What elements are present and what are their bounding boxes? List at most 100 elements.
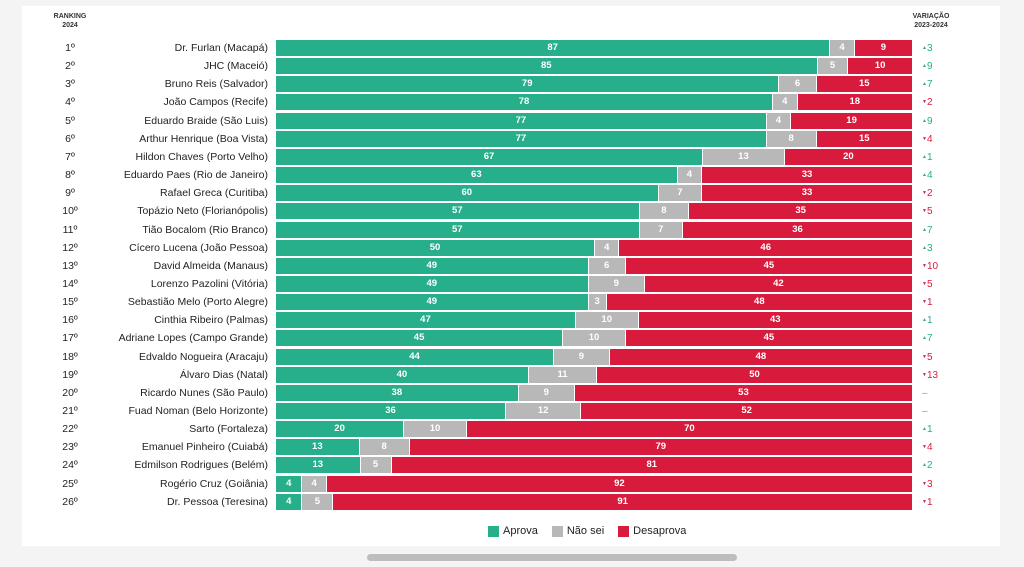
chart-row: 19º Álvaro Dias (Natal) 40 11 50 ▼13	[0, 366, 1024, 384]
rank-label: 17º	[62, 332, 78, 345]
bar-segment-nao-sei: 5	[359, 457, 392, 474]
bar-segment-nao-sei: 10	[574, 312, 639, 329]
arrow-up-icon: ▲	[922, 244, 927, 251]
arrow-down-icon: ▼	[922, 99, 927, 106]
legend-label-desaprova: Desaprova	[633, 525, 687, 537]
stacked-bar: 87 4 9	[276, 40, 912, 56]
bar-segment-nao-sei: 6	[778, 76, 817, 93]
rank-label: 20º	[62, 386, 78, 399]
category-label: Edvaldo Nogueira (Aracaju)	[139, 350, 268, 363]
variation-number: –	[922, 387, 928, 399]
variation-number: 10	[926, 260, 939, 272]
arrow-up-icon: ▲	[922, 63, 927, 70]
stacked-bar: 57 7 36	[276, 221, 912, 238]
variation-value: ▲9	[922, 58, 956, 75]
bar-segment-aprova: 78	[276, 94, 773, 111]
variation-value: ▲7	[922, 222, 956, 239]
arrow-down-icon: ▼	[922, 208, 927, 215]
category-label: Álvaro Dias (Natal)	[179, 368, 268, 381]
variation-number: 3	[926, 43, 933, 55]
category-label: Eduardo Paes (Rio de Janeiro)	[123, 169, 268, 182]
stacked-bar: 67 13 20	[276, 148, 912, 165]
chart-row: 6º Arthur Henrique (Boa Vista) 77 8 15 ▼4	[0, 130, 1024, 148]
bar-segment-nao-sei: 4	[594, 239, 620, 256]
stacked-bar: 63 4 33	[276, 167, 912, 184]
category-label: Rogério Cruz (Goiânia)	[160, 477, 268, 490]
variation-number: 1	[926, 496, 933, 508]
bar-segment-aprova: 44	[276, 348, 554, 365]
category-label: Rafael Greca (Curitiba)	[160, 187, 268, 200]
horizontal-scrollbar[interactable]	[367, 554, 737, 561]
stacked-bar: 4 5 91	[276, 493, 912, 510]
variation-value: ▲3	[922, 240, 956, 257]
rank-label: 12º	[62, 241, 78, 254]
rank-label: 18º	[62, 350, 78, 363]
category-label: Lorenzo Pazolini (Vitória)	[150, 277, 268, 290]
chart-row: 24º Edmilson Rodrigues (Belém) 13 5 81 ▲2	[0, 457, 1024, 474]
bar-segment-desaprova: 36	[683, 221, 912, 238]
bar-segment-nao-sei: 10	[403, 421, 467, 438]
rank-label: 7º	[65, 150, 75, 163]
bar-segment-aprova: 36	[276, 403, 505, 419]
bar-segment-aprova: 4	[276, 493, 302, 510]
category-label: Hildon Chaves (Porto Velho)	[135, 150, 269, 163]
chart-row: 12º Cícero Lucena (João Pessoa) 50 4 46 ▲3	[0, 239, 1024, 257]
bar-segment-aprova: 77	[276, 130, 766, 147]
bar-segment-nao-sei: 10	[562, 330, 626, 347]
variation-value: ▲9	[922, 113, 956, 130]
variation-number: 4	[926, 133, 933, 145]
variation-value: ▼2	[922, 94, 956, 111]
variation-value: ▼4	[922, 131, 956, 148]
variation-value: ▲1	[922, 312, 956, 329]
variation-number: 2	[926, 460, 933, 472]
chart-row: 5º Eduardo Braide (São Luis) 77 4 19 ▲9	[0, 112, 1024, 130]
legend-label-nao-sei: Não sei	[566, 525, 605, 537]
stacked-bar: 77 8 15	[276, 130, 912, 147]
variation-number: 1	[926, 297, 933, 309]
stacked-bar: 50 4 46	[276, 239, 912, 256]
rank-label: 26º	[62, 495, 78, 508]
chart-row: 26º Dr. Pessoa (Teresina) 4 5 91 ▼1	[0, 493, 1024, 511]
variation-number: –	[922, 406, 928, 418]
arrow-down-icon: ▼	[922, 190, 927, 197]
arrow-up-icon: ▲	[922, 226, 927, 233]
stacked-bar: 45 10 45	[276, 330, 912, 347]
variation-header-line2: 2023-2024	[914, 22, 948, 29]
bar-segment-aprova: 85	[276, 58, 817, 75]
bar-segment-aprova: 38	[276, 384, 518, 401]
rank-label: 25º	[62, 477, 78, 490]
rank-label: 9º	[65, 187, 75, 200]
stacked-bar: 47 10 43	[276, 312, 912, 329]
bar-segment-nao-sei: 6	[587, 257, 626, 274]
variation-number: 1	[926, 424, 933, 436]
variation-number: 13	[926, 369, 939, 381]
stacked-bar: 49 3 48	[276, 294, 912, 311]
variation-number: 5	[926, 351, 933, 363]
stacked-bar: 78 4 18	[276, 94, 912, 111]
variation-number: 7	[926, 333, 933, 345]
bar-segment-nao-sei: 3	[587, 294, 607, 311]
variation-value: ▲7	[922, 330, 956, 347]
variation-value: ▼5	[922, 349, 956, 366]
bar-segment-aprova: 49	[276, 275, 588, 292]
chart-row: 2º JHC (Maceió) 85 5 10 ▲9	[0, 58, 1024, 75]
chart-row: 7º Hildon Chaves (Porto Velho) 67 13 20 ▲1	[0, 148, 1024, 166]
bar-segment-desaprova: 18	[797, 94, 912, 111]
arrow-down-icon: ▼	[922, 498, 927, 505]
chart-row: 13º David Almeida (Manaus) 49 6 45 ▼10	[0, 257, 1024, 275]
legend-label-aprova: Aprova	[503, 525, 538, 537]
variation-number: 7	[926, 224, 933, 236]
bar-segment-aprova: 60	[276, 185, 658, 202]
stacked-bar: 60 7 33	[276, 185, 912, 202]
category-label: Dr. Pessoa (Teresina)	[167, 495, 268, 508]
arrow-up-icon: ▲	[922, 335, 927, 342]
arrow-up-icon: ▲	[922, 117, 927, 124]
bar-segment-desaprova: 52	[581, 403, 912, 419]
bar-segment-aprova: 77	[276, 112, 766, 129]
variation-number: 9	[926, 115, 933, 127]
bar-segment-nao-sei: 4	[829, 40, 855, 56]
bar-segment-aprova: 79	[276, 76, 779, 93]
stacked-bar: 49 9 42	[276, 275, 912, 292]
arrow-up-icon: ▲	[922, 462, 927, 469]
variation-value: –	[922, 403, 956, 420]
